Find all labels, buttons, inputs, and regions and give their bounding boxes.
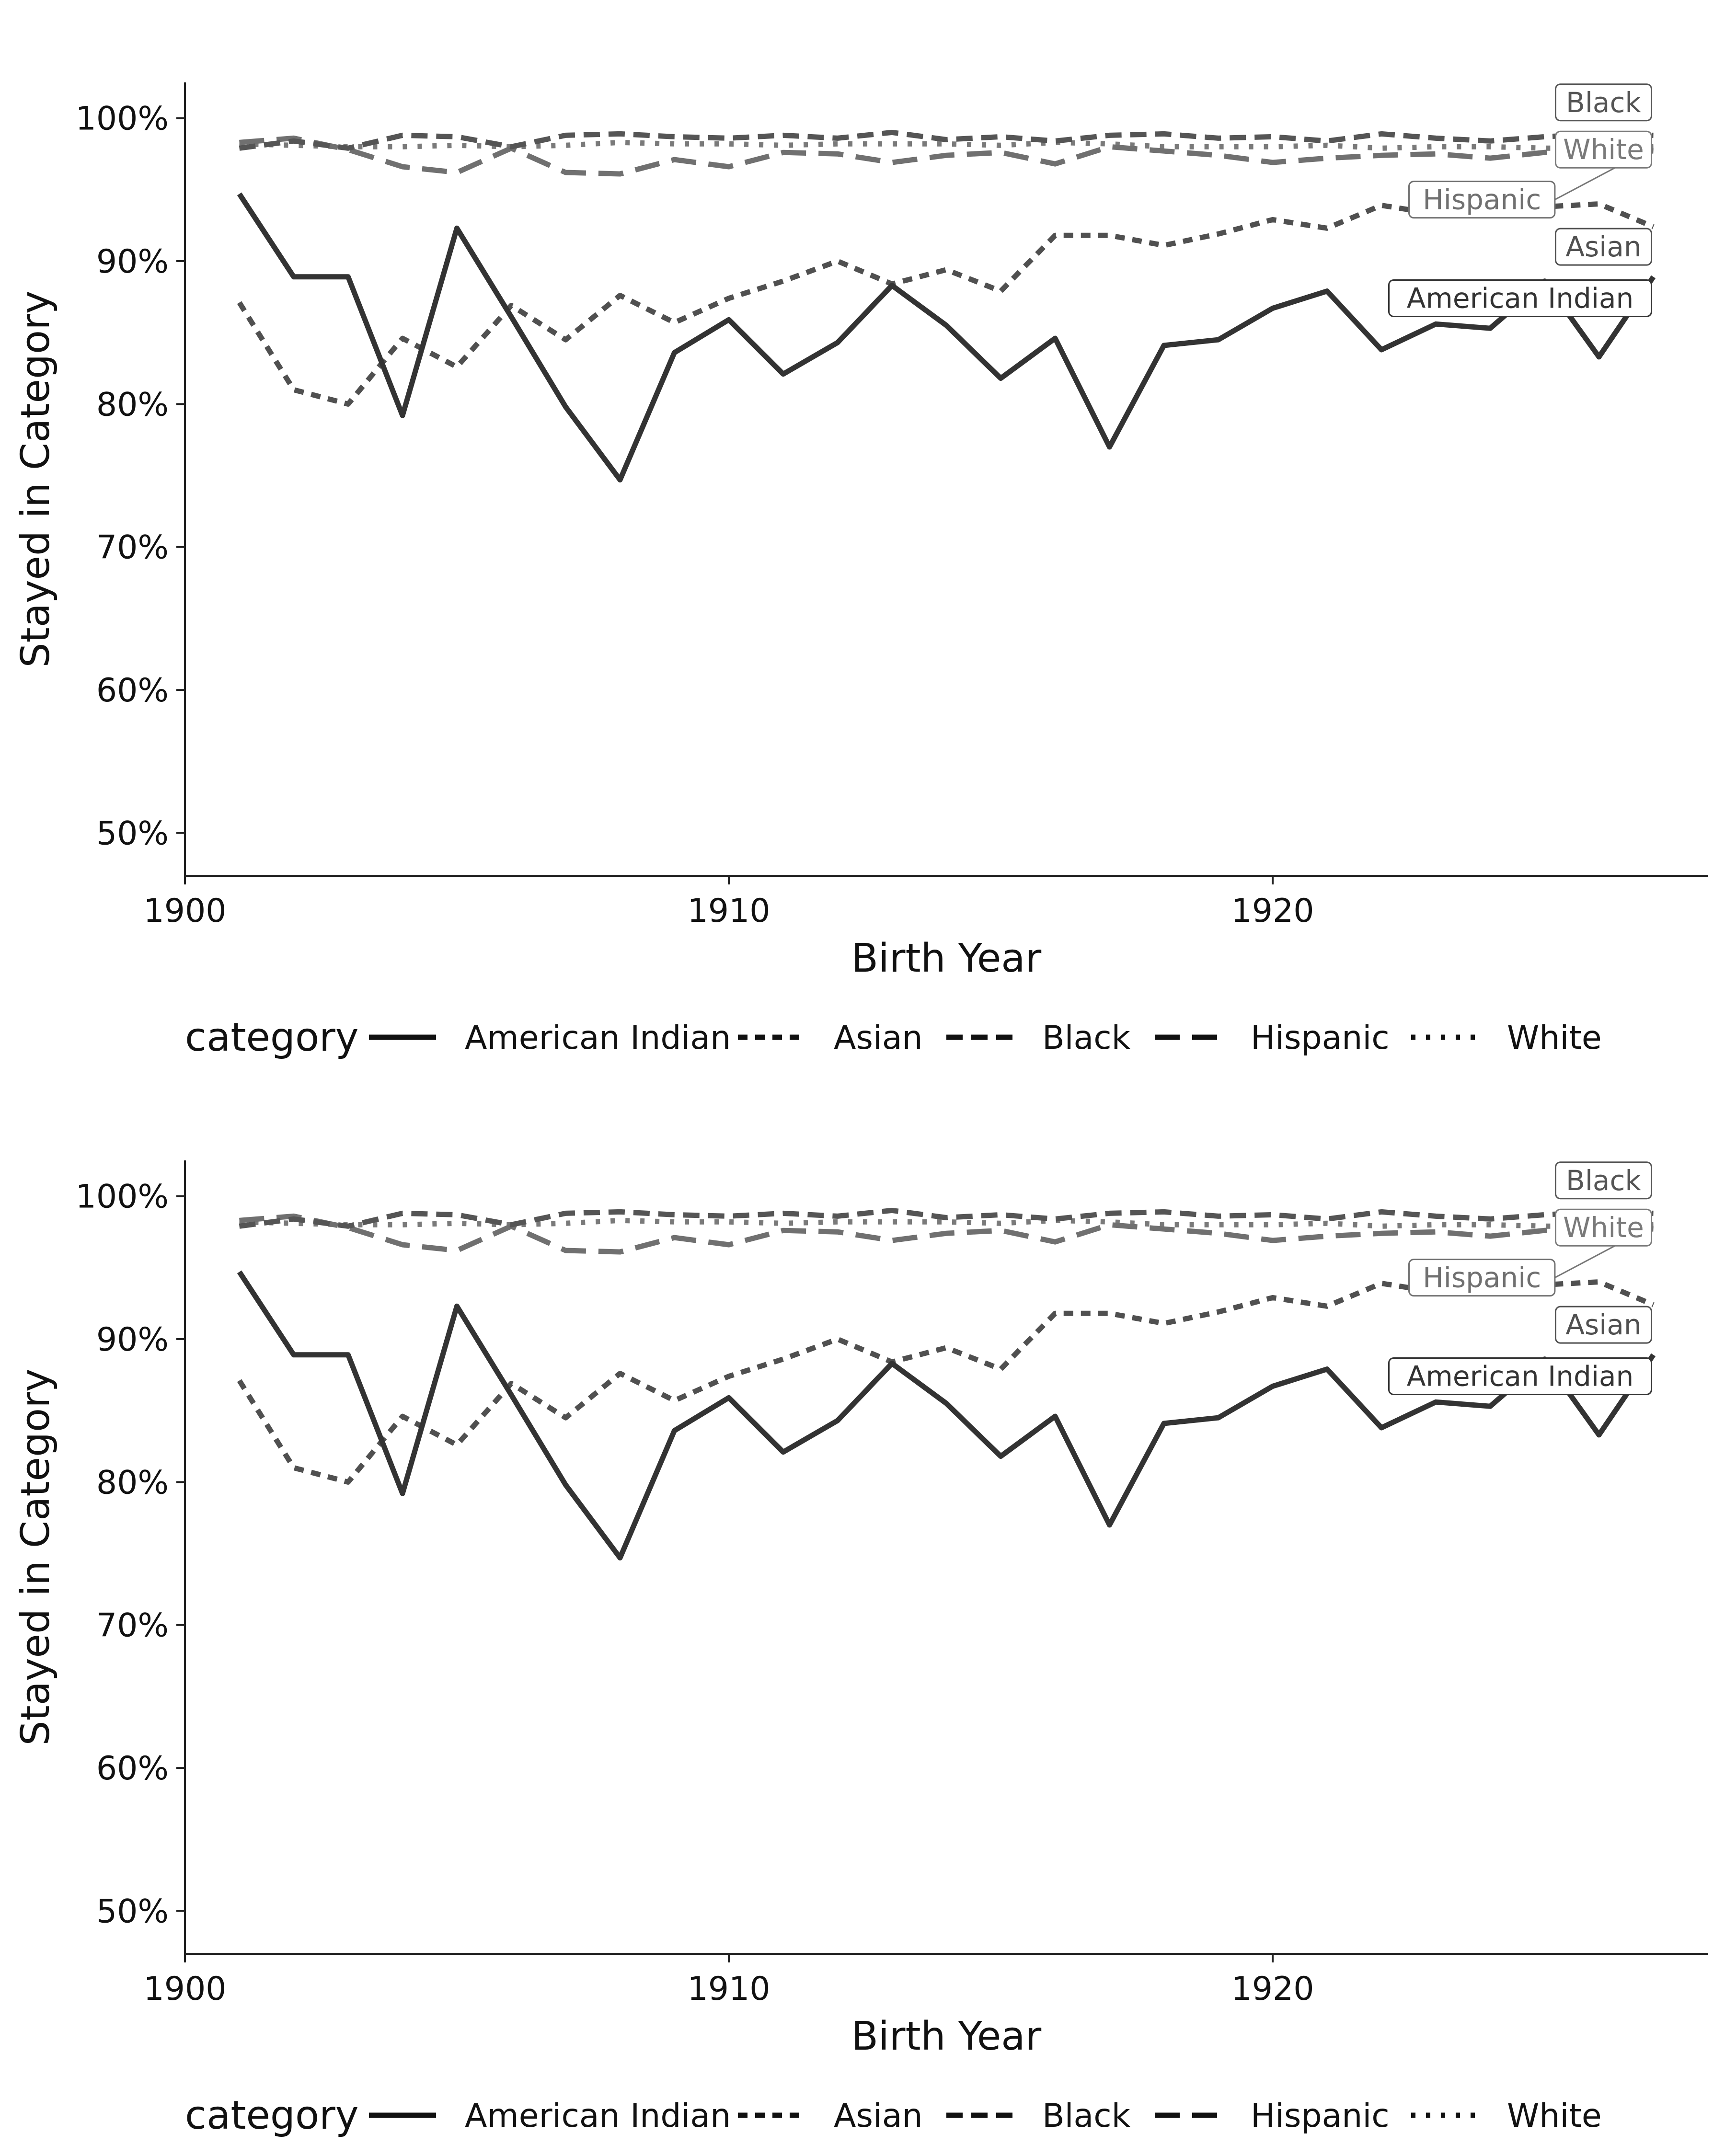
y-tick-label: 60% [96,672,169,710]
y-tick-label: 50% [96,1892,169,1930]
series-label-box [1555,228,1652,266]
series-label-box [1555,1208,1652,1247]
legend-entry-label: Hispanic [1251,1019,1390,1057]
legend-entry-label: American Indian [465,2097,731,2135]
legend-entry-label: Black [1042,2097,1131,2135]
y-tick-label: 70% [96,529,169,567]
y-axis-title: Stayed in Category [13,1369,58,1746]
series-line-hispanic [239,135,1654,177]
legend-entry-label: Black [1042,1019,1131,1057]
series-line-american-indian [237,192,1656,482]
legend-entry-label: White [1507,2097,1602,2135]
y-tick-label: 80% [96,1464,169,1502]
series-end-label: Asian [1565,1308,1641,1341]
x-axis-title: Birth Year [851,2014,1042,2059]
series-line-american-indian [237,1270,1656,1560]
series-end-label: Hispanic [1423,183,1541,216]
series-end-label: White [1563,1211,1644,1244]
series-end-label: Asian [1565,230,1641,263]
y-tick-label: 90% [96,243,169,281]
series-end-label: American Indian [1407,282,1634,315]
legend-entry-label: Hispanic [1251,2097,1390,2135]
legend-entry-label: Asian [834,2097,923,2135]
x-tick-label: 1900 [143,1970,226,2008]
legend-entry-label: Asian [834,1019,923,1057]
legend-title: category [185,1015,358,1060]
series-label-box [1388,1357,1652,1396]
x-tick-label: 1910 [687,892,770,930]
x-tick-label: 1920 [1231,892,1314,930]
series-end-label: Black [1566,86,1641,119]
series-label-box [1555,130,1652,169]
series-label-box [1388,279,1652,318]
series-end-label: Hispanic [1423,1261,1541,1294]
x-tick-label: 1910 [687,1970,770,2008]
y-tick-label: 80% [96,386,169,424]
series-line-black [239,129,1654,151]
legend-entry-label: American Indian [465,1019,731,1057]
chart-panel-2: 50% 60% 70% 80% 90% 100% 1900 1910 1920 Birth Yea… [13,1160,1708,2138]
y-axis-title: Stayed in Category [13,291,58,668]
series-label-box [1555,1306,1652,1344]
x-tick-label: 1920 [1231,1970,1314,2008]
y-tick-label: 100% [76,100,169,138]
series-label-box [1408,1259,1556,1297]
series-end-label: White [1563,133,1644,166]
series-end-label: Black [1566,1164,1641,1197]
y-tick-label: 60% [96,1750,169,1788]
series-label-box [1408,181,1556,219]
series-line-hispanic [239,1213,1654,1255]
y-tick-label: 70% [96,1607,169,1645]
chart-panel-1: 50% 60% 70% 80% 90% 100% 1900 1910 1920 Birth Yea… [13,82,1708,1060]
series-end-label: American Indian [1407,1360,1634,1393]
series-label-box [1555,1161,1652,1200]
series-line-black [239,1207,1654,1229]
x-tick-label: 1900 [143,892,226,930]
y-tick-label: 50% [96,814,169,852]
x-axis-title: Birth Year [851,936,1042,981]
legend-entry-label: White [1507,1019,1602,1057]
y-tick-label: 90% [96,1321,169,1359]
series-label-box [1555,83,1652,122]
legend-title: category [185,2093,358,2138]
y-tick-label: 100% [76,1178,169,1216]
